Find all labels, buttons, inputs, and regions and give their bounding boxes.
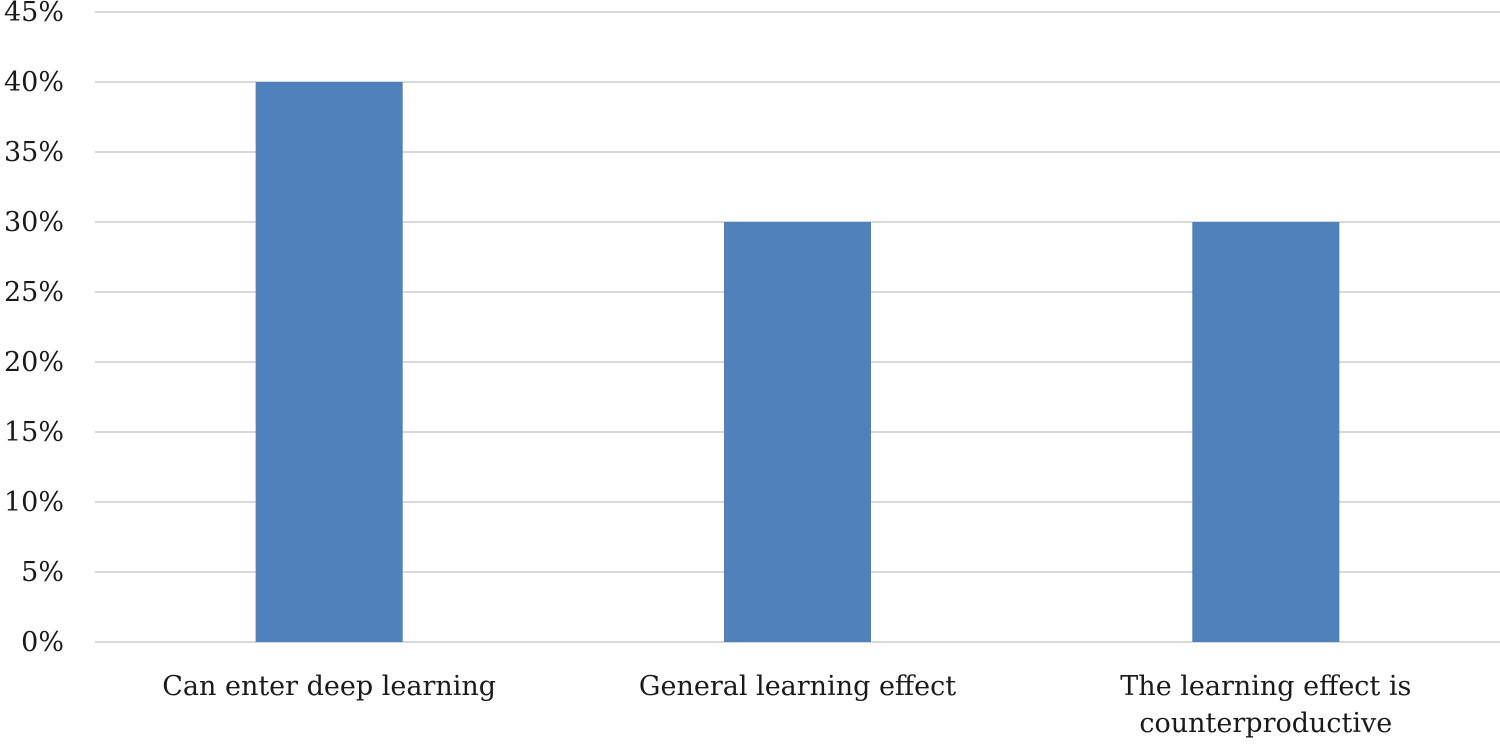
category-label: counterproductive bbox=[1139, 708, 1392, 739]
bar bbox=[1192, 222, 1340, 642]
bar bbox=[723, 222, 872, 642]
y-tick-label: 0% bbox=[21, 627, 64, 658]
y-tick-label: 15% bbox=[4, 417, 64, 448]
y-tick-label: 5% bbox=[21, 557, 64, 588]
category-label: General learning effect bbox=[639, 671, 956, 702]
y-tick-label: 35% bbox=[4, 137, 64, 168]
y-tick-label: 40% bbox=[4, 67, 64, 98]
y-tick-label: 30% bbox=[4, 207, 64, 238]
bar bbox=[255, 82, 403, 642]
x-axis-category-labels: Can enter deep learning General learning … bbox=[162, 671, 1411, 739]
y-axis-tick-labels: 0% 5% 10% 15% 20% 25% 30% 35% 40% 45% bbox=[4, 0, 64, 658]
y-tick-label: 20% bbox=[4, 347, 64, 378]
category-label: The learning effect is bbox=[1120, 671, 1411, 702]
category-label: Can enter deep learning bbox=[162, 671, 496, 702]
y-tick-label: 25% bbox=[4, 277, 64, 308]
y-tick-label: 10% bbox=[4, 487, 64, 518]
bars bbox=[255, 82, 1340, 642]
y-tick-label: 45% bbox=[4, 0, 64, 28]
